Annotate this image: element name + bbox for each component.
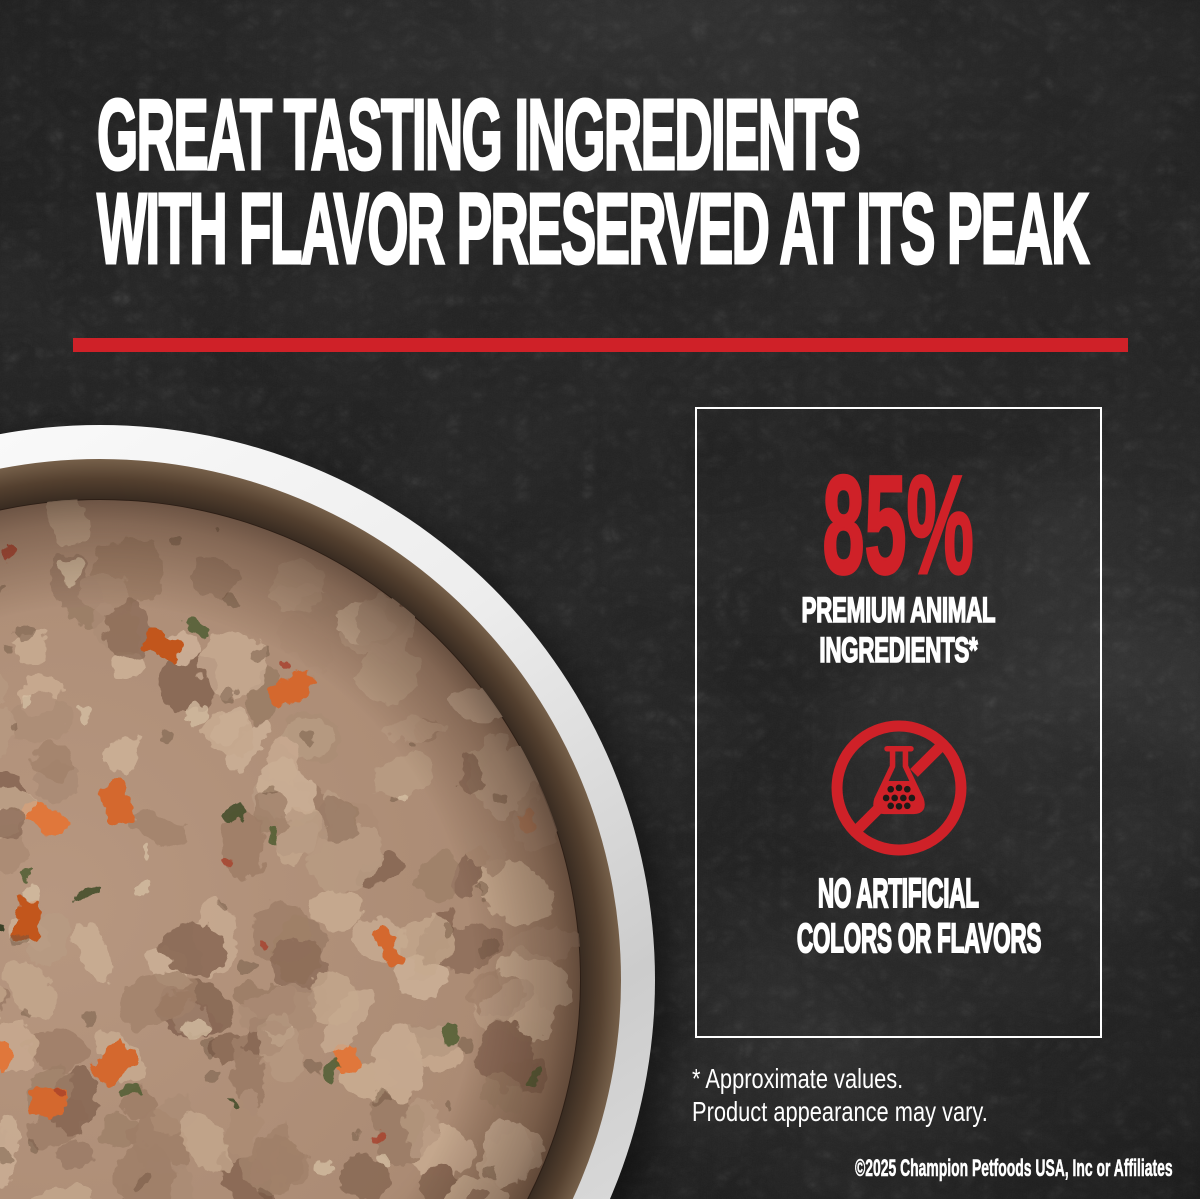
claim-text: NO ARTIFICIAL COLORS OR FLAVORS: [697, 870, 1100, 962]
stat-percent: 85%: [697, 446, 1100, 603]
stat-label: PREMIUM ANIMAL INGREDIENTS*: [697, 590, 1100, 671]
headline-line-2: WITH FLAVOR PRESERVED AT ITS PEAK: [96, 173, 1090, 285]
footnote-line-2: Product appearance may vary.: [692, 1096, 988, 1127]
headline: GREAT TASTING INGREDIENTS WITH FLAVOR PR…: [96, 79, 1200, 285]
footnote-line-1: * Approximate values.: [692, 1063, 904, 1094]
footnote: * Approximate values. Product appearance…: [692, 1062, 1071, 1128]
copyright-text: ©2025 Champion Petfoods USA, Inc or Affi…: [625, 1155, 1173, 1182]
icon-slash-top: [910, 740, 947, 777]
red-divider: [73, 338, 1128, 352]
copyright-line: ©2025 Champion Petfoods USA, Inc or Affi…: [855, 1155, 1173, 1182]
stat-box: 85% PREMIUM ANIMAL INGREDIENTS*: [695, 407, 1102, 1038]
stat-percent-value: 85%: [822, 446, 975, 603]
no-artificial-flask-icon: [831, 720, 967, 856]
claim-line-2: COLORS OR FLAVORS: [796, 915, 1042, 962]
icon-flask: [873, 746, 925, 815]
claim-line-1: NO ARTIFICIAL: [817, 870, 979, 917]
food-edge-shade: [0, 499, 581, 1199]
stat-label-line-2: INGREDIENTS*: [819, 630, 978, 671]
stat-label-line-1: PREMIUM ANIMAL: [801, 590, 996, 631]
icon-circle: [831, 720, 967, 856]
headline-line-1: GREAT TASTING INGREDIENTS: [96, 79, 861, 191]
